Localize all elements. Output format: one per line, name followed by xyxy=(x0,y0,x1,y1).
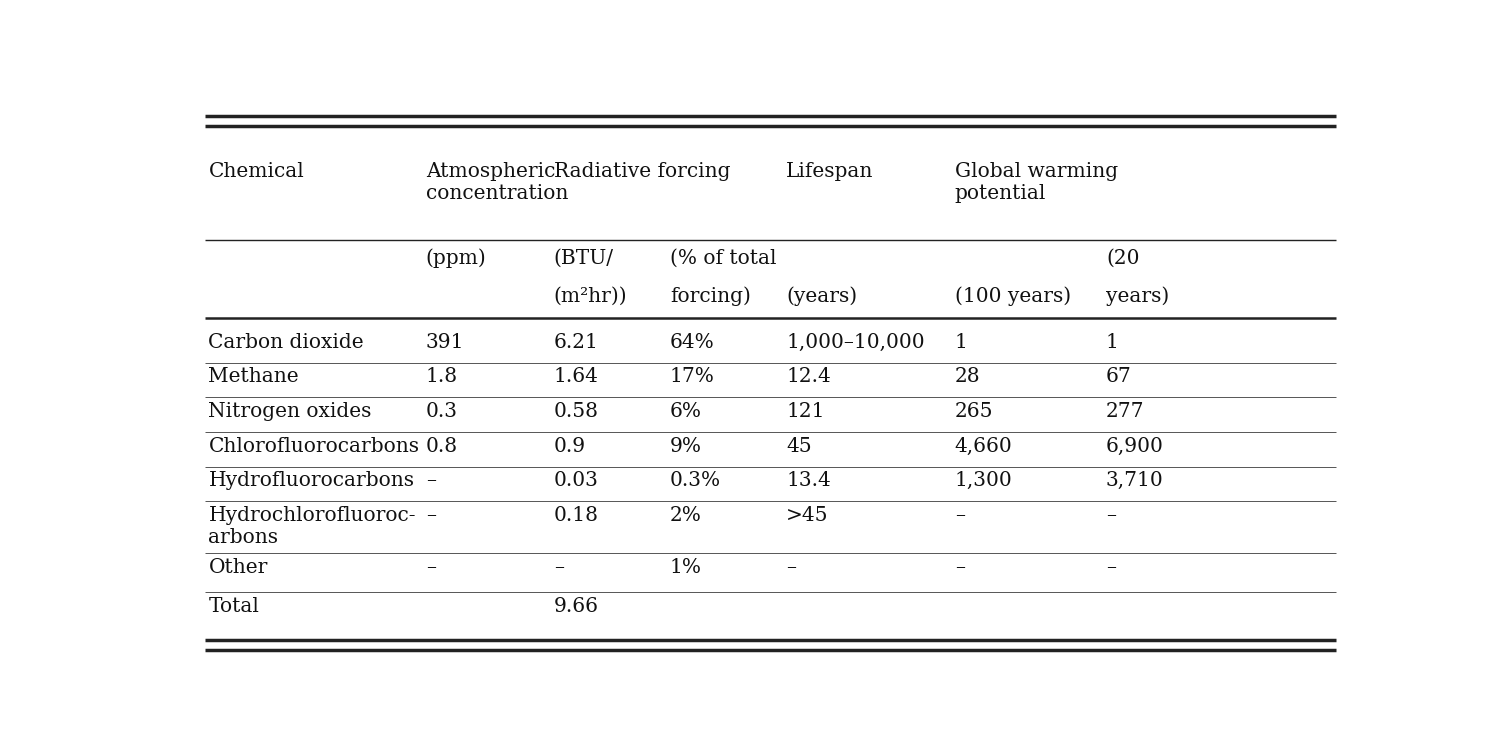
Text: 6,900: 6,900 xyxy=(1106,436,1164,455)
Text: 9.66: 9.66 xyxy=(554,597,598,616)
Text: (20: (20 xyxy=(1106,249,1140,268)
Text: Chemical: Chemical xyxy=(209,162,304,182)
Text: 265: 265 xyxy=(954,402,993,421)
Text: 277: 277 xyxy=(1106,402,1144,421)
Text: 2%: 2% xyxy=(670,506,702,525)
Text: Methane: Methane xyxy=(209,368,298,386)
Text: 64%: 64% xyxy=(670,332,714,352)
Text: Carbon dioxide: Carbon dioxide xyxy=(209,332,364,352)
Text: 1.8: 1.8 xyxy=(426,368,458,386)
Text: 0.3: 0.3 xyxy=(426,402,458,421)
Text: Other: Other xyxy=(209,558,268,577)
Text: –: – xyxy=(426,558,436,577)
Text: –: – xyxy=(1106,506,1116,525)
Text: forcing): forcing) xyxy=(670,286,752,306)
Text: –: – xyxy=(1106,558,1116,577)
Text: (100 years): (100 years) xyxy=(954,286,1071,306)
Text: 3,710: 3,710 xyxy=(1106,471,1164,490)
Text: –: – xyxy=(954,506,964,525)
Text: 67: 67 xyxy=(1106,368,1131,386)
Text: 1.64: 1.64 xyxy=(554,368,598,386)
Text: 6%: 6% xyxy=(670,402,702,421)
Text: 1,000–10,000: 1,000–10,000 xyxy=(786,332,926,352)
Text: 4,660: 4,660 xyxy=(954,436,1012,455)
Text: (BTU/: (BTU/ xyxy=(554,249,614,268)
Text: 13.4: 13.4 xyxy=(786,471,831,490)
Text: 1: 1 xyxy=(954,332,968,352)
Text: >45: >45 xyxy=(786,506,828,525)
Text: 1: 1 xyxy=(1106,332,1119,352)
Text: 391: 391 xyxy=(426,332,465,352)
Text: (ppm): (ppm) xyxy=(426,249,486,268)
Text: 1,300: 1,300 xyxy=(954,471,1012,490)
Text: 0.3%: 0.3% xyxy=(670,471,722,490)
Text: 17%: 17% xyxy=(670,368,716,386)
Text: (years): (years) xyxy=(786,286,858,306)
Text: 6.21: 6.21 xyxy=(554,332,598,352)
Text: 0.03: 0.03 xyxy=(554,471,598,490)
Text: Total: Total xyxy=(209,597,260,616)
Text: 0.8: 0.8 xyxy=(426,436,458,455)
Text: Hydrofluorocarbons: Hydrofluorocarbons xyxy=(209,471,414,490)
Text: 12.4: 12.4 xyxy=(786,368,831,386)
Text: (m²hr)): (m²hr)) xyxy=(554,286,627,305)
Text: 0.9: 0.9 xyxy=(554,436,586,455)
Text: Global warming
potential: Global warming potential xyxy=(954,162,1118,203)
Text: –: – xyxy=(426,506,436,525)
Text: –: – xyxy=(426,471,436,490)
Text: Lifespan: Lifespan xyxy=(786,162,873,182)
Text: Atmospheric
concentration: Atmospheric concentration xyxy=(426,162,568,203)
Text: Chlorofluorocarbons: Chlorofluorocarbons xyxy=(209,436,420,455)
Text: 0.58: 0.58 xyxy=(554,402,598,421)
Text: 121: 121 xyxy=(786,402,825,421)
Text: –: – xyxy=(786,558,796,577)
Text: Nitrogen oxides: Nitrogen oxides xyxy=(209,402,372,421)
Text: –: – xyxy=(554,558,564,577)
Text: years): years) xyxy=(1106,286,1168,306)
Text: (% of total: (% of total xyxy=(670,249,777,268)
Text: 45: 45 xyxy=(786,436,812,455)
Text: Hydrochlorofluoroc-
arbons: Hydrochlorofluoroc- arbons xyxy=(209,506,416,547)
Text: 1%: 1% xyxy=(670,558,702,577)
Text: Radiative forcing: Radiative forcing xyxy=(554,162,730,182)
Text: 28: 28 xyxy=(954,368,981,386)
Text: 9%: 9% xyxy=(670,436,702,455)
Text: 0.18: 0.18 xyxy=(554,506,598,525)
Text: –: – xyxy=(954,558,964,577)
